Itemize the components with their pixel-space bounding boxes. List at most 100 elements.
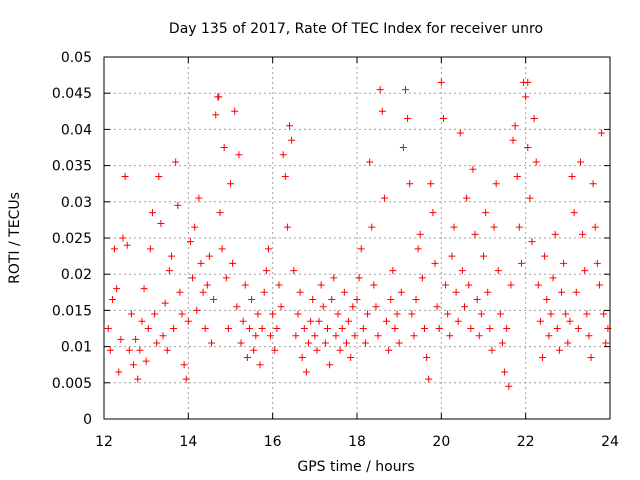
data-point-plus — [410, 332, 418, 340]
data-point-plus — [165, 267, 173, 275]
data-point-plus — [595, 281, 603, 289]
data-point-plus — [408, 310, 416, 318]
data-point-plus — [551, 230, 559, 238]
data-point-plus — [155, 172, 163, 180]
data-point-plus — [467, 325, 475, 332]
x-tick-label: 24 — [601, 434, 619, 450]
data-point-plus — [380, 194, 388, 202]
data-point-plus — [383, 317, 391, 325]
y-tick-label: 0.005 — [52, 376, 92, 392]
data-point-plus — [456, 129, 464, 137]
data-point-plus — [507, 281, 515, 289]
data-point-plus — [513, 172, 521, 180]
data-point-plus — [501, 368, 509, 376]
data-point-plus — [108, 296, 116, 304]
data-point-plus — [281, 172, 289, 180]
data-point-plus — [119, 234, 127, 242]
data-point-plus — [370, 281, 378, 289]
data-point-plus — [193, 306, 201, 314]
data-point-plus — [345, 317, 353, 325]
data-point-plus — [494, 267, 502, 275]
data-point-plus — [387, 296, 395, 304]
data-point-plus — [598, 129, 606, 137]
data-point-plus — [366, 158, 374, 166]
data-point-plus — [412, 296, 420, 304]
y-tick-label: 0.01 — [61, 340, 92, 356]
data-point-plus — [127, 310, 135, 318]
data-point-plus — [511, 122, 519, 130]
data-point-plus — [574, 325, 582, 332]
data-point-plus — [555, 346, 563, 354]
data-point-plus — [522, 93, 530, 101]
data-point-plus — [174, 201, 182, 209]
data-point-plus — [376, 86, 384, 94]
data-point-plus — [473, 296, 481, 304]
data-point-plus — [115, 368, 123, 376]
data-point-plus — [553, 325, 561, 332]
data-point-plus — [313, 346, 321, 354]
data-point-plus — [475, 332, 483, 340]
data-point-plus — [309, 296, 317, 304]
data-point-plus — [250, 346, 258, 354]
data-point-plus — [600, 310, 608, 318]
data-point-plus — [283, 223, 291, 231]
data-point-plus — [498, 339, 506, 347]
y-tick-label: 0.05 — [61, 50, 92, 66]
data-point-plus — [227, 180, 234, 188]
data-point-plus — [351, 332, 359, 340]
data-point-plus — [496, 310, 504, 318]
data-point-plus — [243, 353, 251, 361]
grid-lines — [104, 57, 610, 419]
data-point-plus — [157, 220, 165, 228]
data-point-plus — [564, 339, 572, 347]
data-point-plus — [452, 288, 460, 296]
data-point-plus — [342, 339, 350, 347]
data-point-plus — [195, 194, 203, 202]
data-point-plus — [163, 346, 171, 354]
data-point-plus — [572, 288, 580, 296]
data-point-plus — [311, 332, 319, 340]
data-point-plus — [224, 325, 232, 332]
data-point-plus — [271, 346, 279, 354]
data-point-plus — [576, 158, 584, 166]
data-point-plus — [389, 267, 397, 275]
data-point-plus — [401, 86, 409, 94]
data-point-plus — [364, 310, 372, 318]
data-point-plus — [334, 310, 342, 318]
data-point-plus — [482, 209, 490, 217]
data-point-plus — [290, 267, 298, 275]
data-point-plus — [106, 346, 114, 354]
data-point-plus — [121, 172, 129, 180]
data-point-plus — [237, 339, 245, 347]
data-point-plus — [477, 310, 485, 318]
data-point-plus — [458, 267, 466, 275]
data-point-plus — [347, 353, 355, 361]
data-point-plus — [486, 325, 494, 332]
data-point-plus — [397, 288, 405, 296]
data-point-plus — [286, 122, 294, 130]
y-axis-label: ROTI / TECUs — [7, 192, 23, 284]
data-point-plus — [454, 317, 462, 325]
data-point-plus — [104, 325, 112, 332]
x-axis-label: GPS time / hours — [297, 459, 414, 475]
data-point-plus — [517, 259, 525, 267]
data-point-plus — [201, 325, 209, 332]
data-point-plus — [602, 339, 610, 347]
data-point-plus — [319, 303, 327, 311]
data-point-plus — [138, 317, 146, 325]
data-point-plus — [277, 303, 285, 311]
data-point-plus — [593, 259, 601, 267]
data-point-plus — [532, 158, 540, 166]
data-point-plus — [125, 346, 133, 354]
data-point-plus — [450, 223, 458, 231]
data-point-plus — [490, 223, 498, 231]
data-point-plus — [191, 223, 199, 231]
data-point-plus — [587, 353, 595, 361]
data-point-plus — [539, 353, 547, 361]
data-point-plus — [568, 172, 576, 180]
y-tick-label: 0.03 — [61, 195, 92, 211]
data-point-plus — [296, 288, 304, 296]
data-point-plus — [429, 209, 437, 217]
data-point-plus — [357, 245, 365, 253]
data-point-plus — [260, 288, 268, 296]
